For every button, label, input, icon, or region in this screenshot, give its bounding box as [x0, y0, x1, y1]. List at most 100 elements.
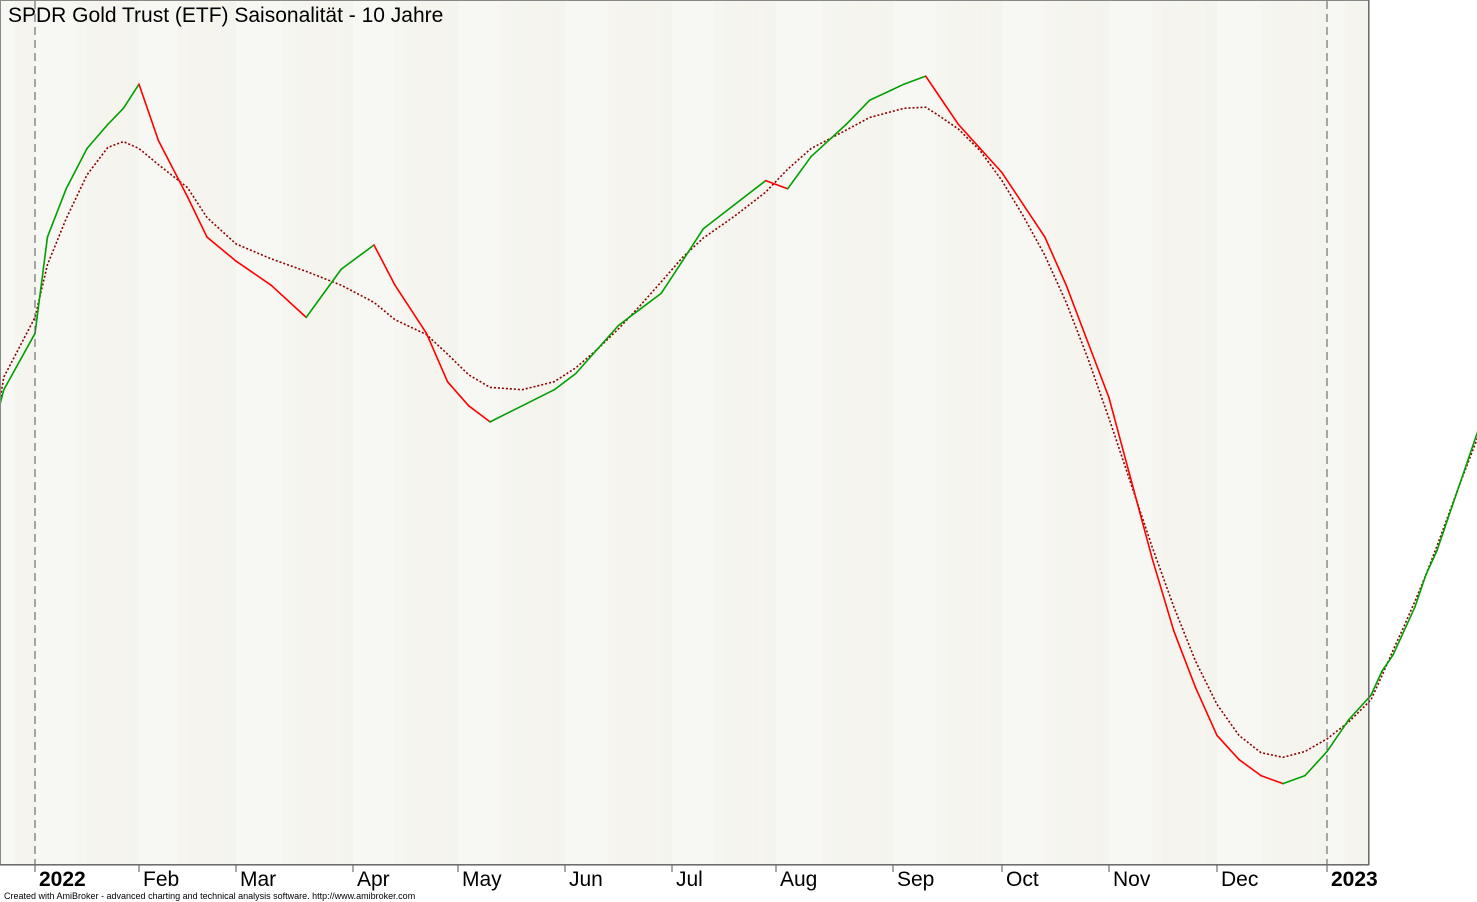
seasonal-segment — [924, 75, 938, 94]
month-band-shade — [618, 1, 630, 865]
month-band-shade — [107, 1, 119, 865]
month-band-shade — [661, 1, 673, 865]
seasonal-segment — [394, 284, 428, 335]
month-band-shade — [28, 1, 32, 865]
seasonal-segment — [681, 228, 705, 262]
month-band-shade — [881, 1, 894, 865]
seasonal-segment — [107, 107, 125, 126]
seasonal-segment — [1304, 750, 1328, 777]
month-band-light — [458, 1, 565, 865]
month-band — [776, 1, 894, 865]
month-band-shade — [1356, 1, 1362, 865]
x-tick-label: Nov — [1113, 868, 1151, 891]
month-band-shade — [765, 1, 777, 865]
month-band-shade — [216, 1, 227, 865]
seasonal-segment — [1392, 630, 1405, 656]
month-band-shade — [554, 1, 566, 865]
x-tick-label: Mar — [240, 868, 276, 891]
month-band-shade — [532, 1, 545, 865]
month-band-shade — [713, 1, 725, 865]
seasonal-segment — [425, 332, 449, 383]
seasonal-segment — [86, 123, 109, 150]
month-band-shade — [329, 1, 342, 865]
seasonal-segment — [1282, 774, 1306, 785]
seasonal-segment — [1469, 431, 1477, 455]
month-band-light — [1217, 1, 1327, 865]
month-band — [236, 1, 354, 865]
seasonal-segment — [305, 268, 343, 319]
seasonal-segment — [1086, 340, 1110, 399]
seasonal-segment — [157, 139, 189, 198]
month-band-light — [1109, 1, 1217, 865]
seasonal-segment — [0, 388, 5, 408]
month-band-light — [35, 1, 139, 865]
seasonal-segment — [903, 75, 927, 85]
average-line-path — [0, 106, 1477, 759]
month-band-shade — [395, 1, 406, 865]
month-band — [458, 1, 566, 865]
seasonal-line — [0, 75, 1477, 785]
seasonal-segment — [186, 195, 208, 238]
month-band-shade — [128, 1, 140, 865]
month-band-shade — [1066, 1, 1078, 865]
seasonal-segment — [733, 179, 767, 206]
seasonal-segment — [206, 236, 237, 262]
seasonal-segment — [810, 123, 848, 158]
x-tick-label: Sep — [897, 868, 934, 891]
seasonal-segment — [617, 308, 641, 327]
seasonal-segment — [1216, 734, 1240, 761]
month-band-shade — [437, 1, 448, 865]
month-band-shade — [197, 1, 208, 865]
seasonal-segment — [1108, 396, 1132, 479]
seasonal-segment — [1065, 284, 1089, 343]
month-band-shade — [1294, 1, 1306, 865]
month-band-shade — [405, 1, 417, 865]
month-band-shade — [21, 1, 25, 865]
month-band-shade — [426, 1, 438, 865]
month-band-shade — [187, 1, 198, 865]
seasonal-segment — [1173, 630, 1197, 689]
month-band-shade — [1163, 1, 1175, 865]
month-band-shade — [980, 1, 992, 865]
seasonal-segment — [574, 348, 598, 375]
month-band — [353, 1, 459, 865]
month-band-shade — [1348, 1, 1353, 865]
month-band-shade — [24, 1, 29, 865]
month-band-shade — [834, 1, 847, 865]
month-band-shade — [650, 1, 662, 865]
seasonal-segment — [521, 388, 556, 407]
seasonal-segment — [446, 380, 470, 407]
month-band-shade — [744, 1, 756, 865]
month-band-light — [565, 1, 672, 865]
seasonal-segment — [138, 83, 160, 142]
month-band-shade — [724, 1, 735, 865]
x-tick-label: Feb — [143, 868, 179, 891]
month-band-light — [1002, 1, 1109, 865]
month-band — [672, 1, 777, 865]
seasonal-segment — [553, 372, 577, 391]
seasonal-segment — [46, 187, 67, 238]
average-line — [0, 106, 1477, 759]
seasonal-segment — [1194, 686, 1218, 737]
month-band — [1109, 1, 1218, 865]
month-band-light — [672, 1, 776, 865]
month-band-shade — [341, 1, 354, 865]
month-band-shade — [1316, 1, 1328, 865]
month-band-shade — [1364, 1, 1370, 865]
month-band — [1327, 1, 1370, 865]
month-band-shade — [1305, 1, 1317, 865]
month-band-shade — [447, 1, 459, 865]
seasonal-segment — [1403, 605, 1416, 632]
month-band — [0, 1, 36, 865]
month-band-shade — [1076, 1, 1089, 865]
month-band-shade — [1261, 1, 1273, 865]
month-band-shade — [991, 1, 1003, 865]
month-band-shade — [177, 1, 188, 865]
month-band-shade — [282, 1, 295, 865]
month-band — [893, 1, 1003, 865]
month-band-shade — [97, 1, 109, 865]
seasonal-segment — [845, 99, 871, 126]
seasonal-segment — [340, 244, 375, 270]
month-band-shade — [734, 1, 746, 865]
month-band-shade — [76, 1, 88, 865]
